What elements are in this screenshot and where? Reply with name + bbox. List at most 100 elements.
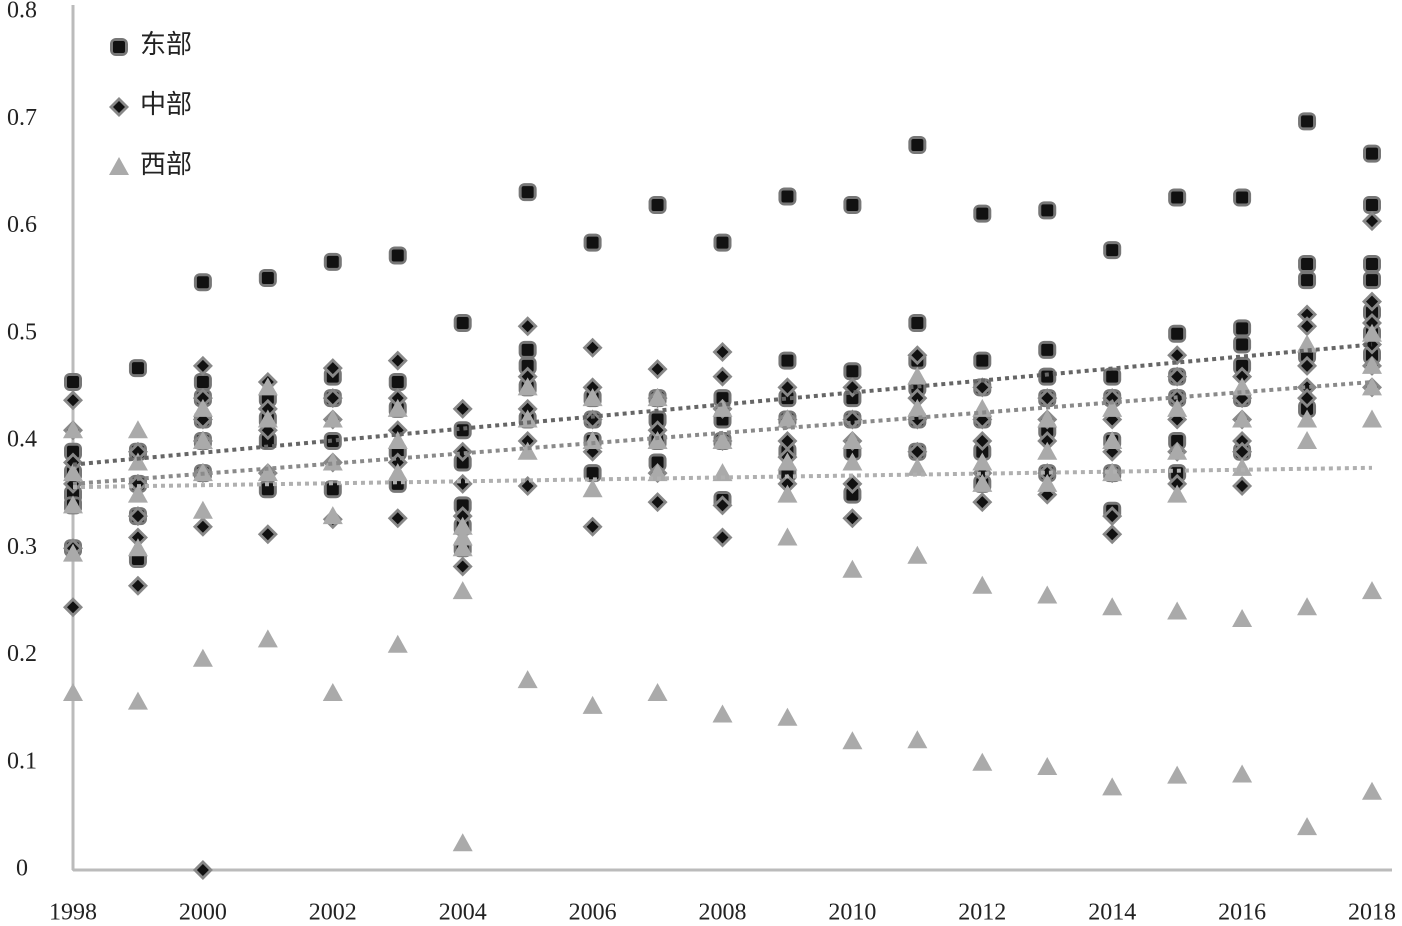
- trendline: [72, 465, 1373, 490]
- marker-core: [586, 341, 599, 354]
- marker-core: [1236, 191, 1249, 204]
- marker-core: [257, 409, 278, 428]
- marker-core: [517, 441, 538, 460]
- point: [1038, 340, 1057, 359]
- point: [63, 463, 83, 482]
- marker-core: [781, 354, 794, 367]
- point: [648, 453, 667, 472]
- marker-core: [387, 398, 408, 417]
- point: [1102, 463, 1123, 482]
- marker-core: [1301, 274, 1314, 287]
- marker-core: [1037, 585, 1058, 604]
- point: [973, 351, 992, 370]
- point: [842, 452, 863, 471]
- point: [1167, 473, 1188, 494]
- marker-core: [1171, 349, 1184, 362]
- marker-core: [842, 731, 863, 750]
- point: [907, 441, 928, 462]
- marker-core: [192, 431, 213, 449]
- y-tick-label: 0.1: [7, 748, 37, 774]
- marker-core: [261, 435, 274, 447]
- point: [778, 389, 797, 408]
- point: [1037, 441, 1058, 460]
- point: [63, 683, 83, 702]
- marker-core: [1171, 191, 1184, 204]
- point: [1233, 188, 1252, 207]
- legend-label: 西部: [140, 150, 192, 179]
- point: [127, 527, 148, 548]
- marker-core: [582, 479, 603, 498]
- marker-core: [1236, 435, 1249, 447]
- marker-core: [716, 531, 729, 544]
- marker-core: [1167, 601, 1188, 620]
- point: [1167, 765, 1188, 784]
- point: [907, 545, 928, 564]
- marker-core: [456, 317, 469, 330]
- point: [322, 358, 343, 379]
- point: [647, 683, 668, 702]
- point: [712, 495, 733, 516]
- point: [518, 183, 537, 202]
- marker-core: [1167, 765, 1188, 784]
- point: [1232, 476, 1253, 497]
- point: [387, 463, 408, 482]
- point: [127, 452, 148, 471]
- x-tick-label: 2014: [1088, 900, 1136, 926]
- marker-core: [131, 445, 144, 458]
- point: [452, 833, 473, 852]
- marker-core: [777, 409, 798, 428]
- point: [582, 377, 603, 398]
- marker-core: [1236, 480, 1249, 493]
- marker-core: [651, 456, 664, 469]
- marker-core: [1171, 435, 1184, 447]
- x-tick-label: 2018: [1348, 900, 1396, 926]
- marker-core: [391, 249, 404, 262]
- marker-core: [1301, 258, 1314, 271]
- marker-core: [127, 691, 148, 710]
- point: [1037, 388, 1058, 409]
- marker-core: [1366, 317, 1378, 330]
- marker-core: [846, 512, 859, 525]
- point: [843, 196, 862, 215]
- marker-core: [911, 392, 924, 405]
- marker-core: [196, 864, 209, 876]
- marker-core: [976, 496, 989, 509]
- point: [1037, 409, 1058, 428]
- marker-core: [452, 527, 473, 546]
- marker-core: [521, 343, 534, 356]
- point: [1233, 319, 1252, 338]
- marker-core: [326, 392, 339, 405]
- marker-core: [1301, 359, 1314, 372]
- point: [322, 388, 343, 409]
- y-tick-label: 0.8: [7, 0, 37, 24]
- marker-core: [1236, 445, 1249, 458]
- point: [322, 452, 343, 471]
- point: [778, 187, 797, 206]
- marker-core: [781, 381, 794, 394]
- point: [1167, 601, 1188, 620]
- point: [1103, 241, 1122, 260]
- point: [582, 431, 603, 449]
- marker-core: [1037, 441, 1058, 460]
- point: [387, 508, 408, 529]
- point: [1362, 355, 1382, 374]
- point: [192, 398, 213, 417]
- marker-core: [712, 431, 733, 449]
- marker-core: [257, 463, 278, 482]
- marker-core: [261, 402, 274, 415]
- marker-core: [651, 363, 664, 376]
- point: [1297, 304, 1318, 325]
- point: [517, 441, 538, 460]
- point: [582, 388, 603, 407]
- point: [453, 314, 472, 333]
- marker-core: [1366, 295, 1378, 308]
- marker-core: [196, 520, 209, 533]
- marker-core: [63, 495, 83, 514]
- point: [1167, 441, 1188, 460]
- point: [777, 527, 798, 546]
- point: [257, 463, 278, 482]
- point: [63, 452, 83, 473]
- marker-core: [109, 157, 129, 175]
- point: [1298, 112, 1317, 131]
- point: [127, 575, 148, 596]
